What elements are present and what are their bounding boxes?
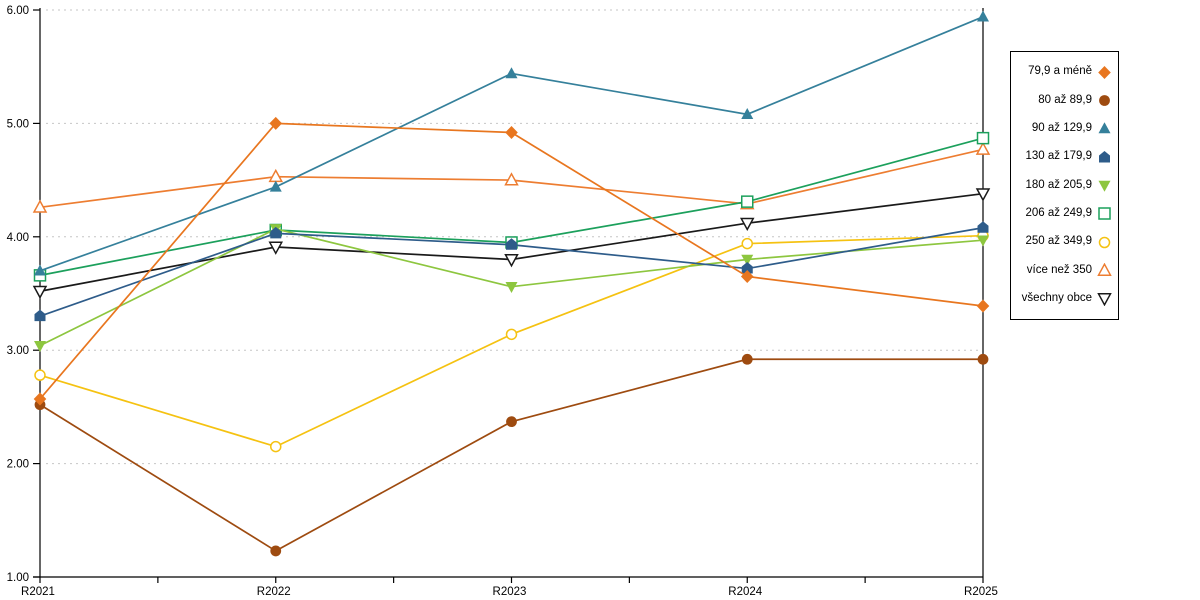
series-marker-130-a-179-9	[977, 221, 989, 233]
x-tick-label: R2024	[728, 586, 762, 598]
legend-label: 79,9 a méně	[1028, 65, 1092, 78]
series-marker-206-a-249-9	[976, 131, 990, 145]
series-marker-250-a-349-9	[741, 237, 753, 250]
legend-item-180-a-205-9: 180 až 205,9	[1015, 178, 1112, 193]
series-marker-90-a-129-9	[269, 180, 282, 192]
y-tick-label: 6.00	[7, 5, 29, 17]
legend-item-130-a-179-9: 130 až 179,9	[1015, 150, 1112, 165]
legend-item-206-a-249-9: 206 až 249,9	[1015, 206, 1112, 221]
series-marker-180-a-205-9	[977, 235, 989, 247]
triangle-down-filled-icon	[1098, 180, 1111, 192]
legend-label: 250 až 349,9	[1025, 235, 1092, 248]
series-marker-v-echny-obce	[739, 217, 755, 232]
series-marker-80-a-89-9	[270, 545, 282, 557]
legend-label: 130 až 179,9	[1025, 150, 1092, 163]
x-tick-label: R2022	[257, 586, 291, 598]
legend-item-v-echny-obce: všechny obce	[1015, 291, 1112, 307]
circle-open-icon	[1098, 236, 1111, 248]
series-marker-80-a-89-9	[977, 353, 989, 365]
series-marker-130-a-179-9	[34, 309, 46, 322]
legend-label: více než 350	[1026, 263, 1092, 276]
series-marker-250-a-349-9	[270, 440, 282, 453]
series-marker-v-echny-obce	[504, 254, 519, 268]
square-open-icon	[1098, 207, 1111, 221]
series-marker-79-9-a-m-n	[505, 125, 518, 139]
series-marker-80-a-89-9	[506, 416, 517, 428]
series-marker-v-echny-obce	[975, 188, 991, 202]
legend-label: 90 až 129,9	[1031, 122, 1092, 135]
y-tick-label: 4.00	[7, 232, 29, 244]
legend-item-v-ce-ne-350: více než 350	[1015, 262, 1112, 278]
legend-item-80-a-89-9: 80 až 89,9	[1015, 93, 1112, 108]
triangle-up-filled-icon	[1098, 122, 1111, 134]
legend-item-79-9-a-m-n: 79,9 a méně	[1015, 65, 1112, 80]
series-marker-90-a-129-9	[34, 264, 46, 276]
legend-label: 80 až 89,9	[1038, 93, 1092, 106]
triangle-up-open-icon	[1097, 262, 1112, 276]
series-marker-90-a-129-9	[977, 10, 989, 22]
series-marker-79-9-a-m-n	[33, 392, 47, 406]
series-marker-90-a-129-9	[741, 108, 754, 120]
series-marker-90-a-129-9	[505, 67, 518, 79]
series-marker-130-a-179-9	[270, 226, 282, 239]
y-tick-label: 2.00	[7, 459, 29, 471]
x-tick-label: R2023	[493, 586, 527, 598]
series-marker-79-9-a-m-n	[976, 299, 990, 313]
series-marker-130-a-179-9	[741, 262, 753, 274]
legend-label: 206 až 249,9	[1025, 207, 1092, 220]
series-marker-206-a-249-9	[741, 195, 754, 208]
series-marker-180-a-205-9	[741, 254, 754, 266]
legend-item-250-a-349-9: 250 až 349,9	[1015, 235, 1112, 250]
pentagon-filled-icon	[1099, 150, 1110, 163]
x-tick-label: R2025	[964, 586, 998, 598]
series-marker-v-ce-ne-350	[504, 172, 519, 186]
y-tick-label: 1.00	[7, 572, 29, 584]
series-marker-v-echny-obce	[268, 241, 284, 255]
x-tick-label: R2021	[21, 586, 55, 598]
series-marker-130-a-179-9	[506, 238, 517, 250]
y-tick-label: 5.00	[7, 118, 29, 130]
series-marker-v-ce-ne-350	[268, 168, 284, 183]
series-marker-79-9-a-m-n	[740, 269, 754, 283]
series-marker-v-ce-ne-350	[975, 141, 991, 155]
series-marker-250-a-349-9	[505, 328, 518, 341]
legend-item-90-a-129-9: 90 až 129,9	[1015, 121, 1112, 136]
chart-legend: 79,9 a méně 80 až 89,9 90 až 129,9 130 až 1…	[1010, 51, 1119, 320]
diamond-filled-icon	[1098, 65, 1111, 79]
series-marker-250-a-349-9	[34, 369, 46, 381]
series-marker-v-echny-obce	[32, 285, 48, 300]
series-marker-v-ce-ne-350	[32, 199, 48, 213]
series-marker-180-a-205-9	[34, 340, 46, 352]
series-marker-180-a-205-9	[505, 281, 518, 293]
series-line-80-a-89-9	[39, 358, 983, 552]
series-marker-79-9-a-m-n	[269, 116, 283, 130]
circle-filled-icon	[1099, 95, 1110, 106]
series-marker-80-a-89-9	[741, 353, 753, 365]
y-tick-label: 3.00	[7, 345, 29, 357]
legend-label: 180 až 205,9	[1025, 178, 1092, 191]
legend-label: všechny obce	[1021, 292, 1092, 305]
triangle-down-open-icon	[1097, 293, 1112, 307]
